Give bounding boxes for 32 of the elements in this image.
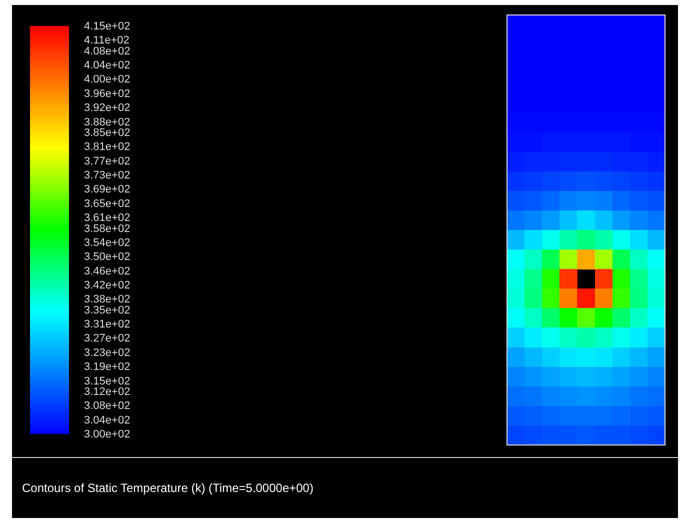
color-bar-label: 3.85e+02 — [84, 126, 130, 139]
color-bar-label: 3.54e+02 — [84, 236, 130, 249]
color-bar-label: 3.58e+02 — [84, 222, 130, 235]
color-bar-label: 3.19e+02 — [84, 361, 130, 374]
text: Contours of Static Temperature (k) (Time=5.0000e+00) — [22, 481, 314, 495]
color-bar-label: 3.77e+02 — [84, 155, 130, 168]
color-bar-label: 3.42e+02 — [84, 280, 130, 292]
color-bar-label: 3.61e+02 — [84, 212, 130, 224]
color-bar-label: 3.23e+02 — [84, 346, 130, 359]
color-bar-label: 3.15e+02 — [84, 375, 130, 388]
color-bar-label: 3.92e+02 — [84, 102, 130, 114]
color-bar-label: 3.69e+02 — [84, 184, 130, 196]
color-bar-label: 3.00e+02 — [84, 428, 130, 441]
color-bar-label: 4.04e+02 — [84, 60, 130, 72]
color-bar-label: 4.15e+02 — [84, 20, 130, 33]
color-bar-label: 3.73e+02 — [84, 170, 130, 182]
color-bar-label: 3.27e+02 — [84, 332, 130, 345]
color-bar-label: 4.00e+02 — [84, 74, 130, 86]
color-bar-label: 3.35e+02 — [84, 304, 130, 316]
color-bar-label: 3.12e+02 — [84, 386, 130, 398]
color-bar-label: 4.11e+02 — [84, 34, 130, 47]
color-bar-label: 3.38e+02 — [84, 294, 130, 306]
color-bar-label: 3.96e+02 — [84, 88, 130, 100]
color-bar-label: 3.88e+02 — [84, 116, 130, 128]
color-bar-label: 3.08e+02 — [84, 400, 130, 412]
color-bar-label: 3.65e+02 — [84, 198, 130, 210]
color-bar-label: 3.81e+02 — [84, 141, 130, 154]
color-bar-label: 3.46e+02 — [84, 265, 130, 278]
color-bar-label: 3.50e+02 — [84, 251, 130, 264]
color-bar-label: 3.31e+02 — [84, 318, 130, 331]
color-bar-label: 3.04e+02 — [84, 414, 130, 426]
color-bar-label: 4.08e+02 — [84, 45, 130, 58]
